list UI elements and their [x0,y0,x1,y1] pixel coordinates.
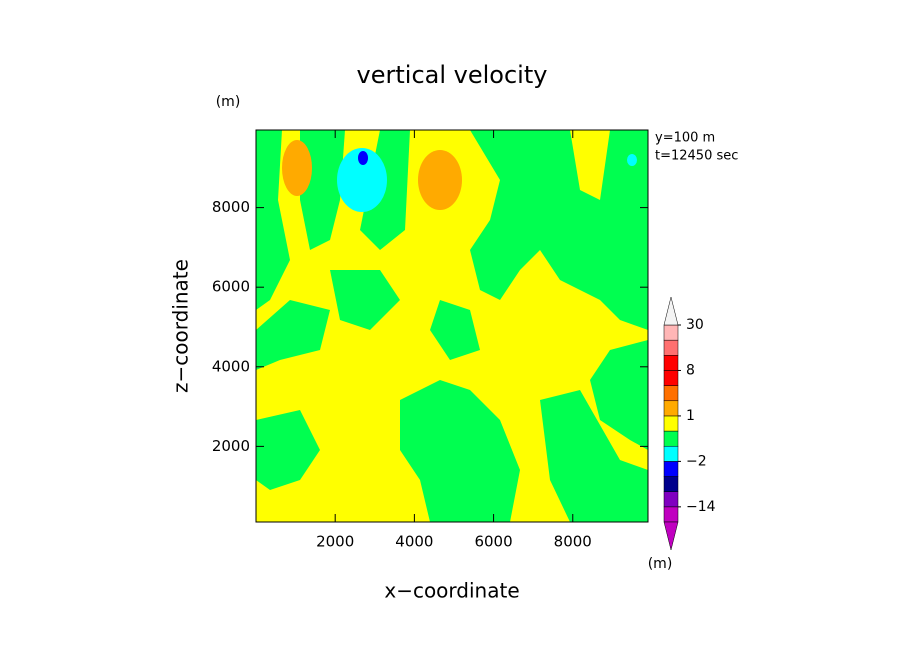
colorbar-segment [663,355,679,371]
y-tick-label: 8000 [212,198,250,216]
colorbar-segment [663,445,679,462]
y-tick-label: 4000 [212,357,250,375]
colorbar-segment [663,491,679,508]
x-axis-label: x−coordinate [384,579,519,603]
y-axis-label: z−coordinate [169,259,193,393]
colorbar-tick-label: 1 [686,408,695,424]
contour-region [358,151,368,165]
colorbar-segment [663,339,679,356]
contour-region [256,130,290,310]
contour-region [418,150,462,210]
colorbar-under [663,521,679,551]
annotation: y=100 m [655,131,715,146]
colorbar-segment [663,415,679,432]
x-tick-label: 4000 [395,533,433,551]
colorbar-tick-label: −14 [686,499,716,515]
colorbar-tick-label: 8 [686,362,695,378]
x-tick-label: 8000 [554,533,592,551]
contour-region [627,154,637,166]
y-tick-label: 2000 [212,437,250,455]
chart-title: vertical velocity [357,61,548,89]
contour-region [256,300,330,370]
contour-region [256,410,320,490]
contour-field [256,130,648,522]
colorbar-segment [663,370,679,386]
colorbar-segment [663,430,679,447]
contour-region [430,300,480,360]
colorbar-segment [663,400,679,417]
colorbar-segment [663,461,679,477]
plot-frame [255,129,649,523]
colorbar-segment [663,385,679,402]
y-unit: (m) [216,94,241,110]
contour-region [470,130,648,330]
annotation: t=12450 sec [655,149,738,164]
colorbar-tick-label: 30 [686,317,704,333]
y-tick-label: 6000 [212,278,250,296]
contour-region [337,148,387,212]
contour-region [540,390,648,522]
x-tick-label: 6000 [474,533,512,551]
colorbar-segment [663,324,679,341]
colorbar-tick-label: −2 [686,453,707,469]
colorbar-segment [663,476,679,492]
colorbar-over [663,296,679,326]
contour-region [282,140,312,196]
contour-region [590,340,648,450]
contour-region [330,270,400,330]
colorbar-segment [663,506,679,523]
x-tick-label: 2000 [316,533,354,551]
contour-region [400,380,520,522]
colorbar-unit: (m) [648,556,673,572]
